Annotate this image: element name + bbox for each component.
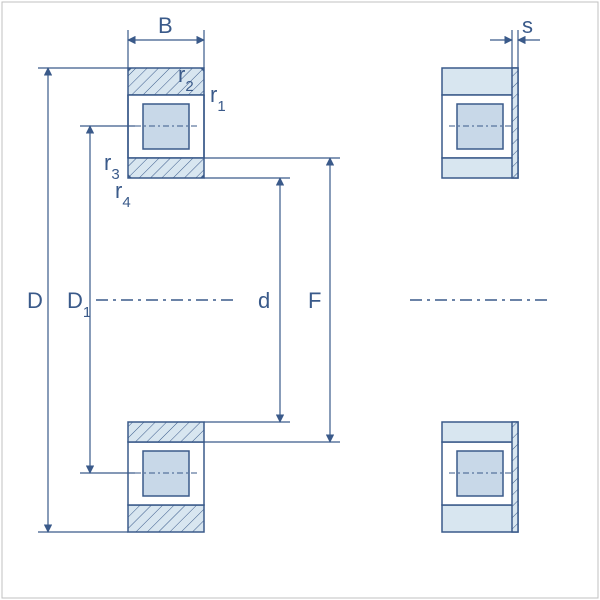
label-D1: D1 bbox=[67, 288, 91, 321]
label-r4: r4 bbox=[115, 178, 131, 211]
label-D: D bbox=[27, 288, 43, 313]
label-F: F bbox=[308, 288, 321, 313]
label-s: s bbox=[522, 13, 533, 38]
left-cross-section bbox=[96, 68, 236, 532]
label-r1: r1 bbox=[210, 82, 226, 115]
label-d: d bbox=[258, 288, 270, 313]
bearing-diagram: B D D1 d F s r1 r2 r3 r4 bbox=[0, 0, 600, 600]
right-cross-section bbox=[410, 68, 550, 532]
label-B: B bbox=[158, 13, 173, 38]
